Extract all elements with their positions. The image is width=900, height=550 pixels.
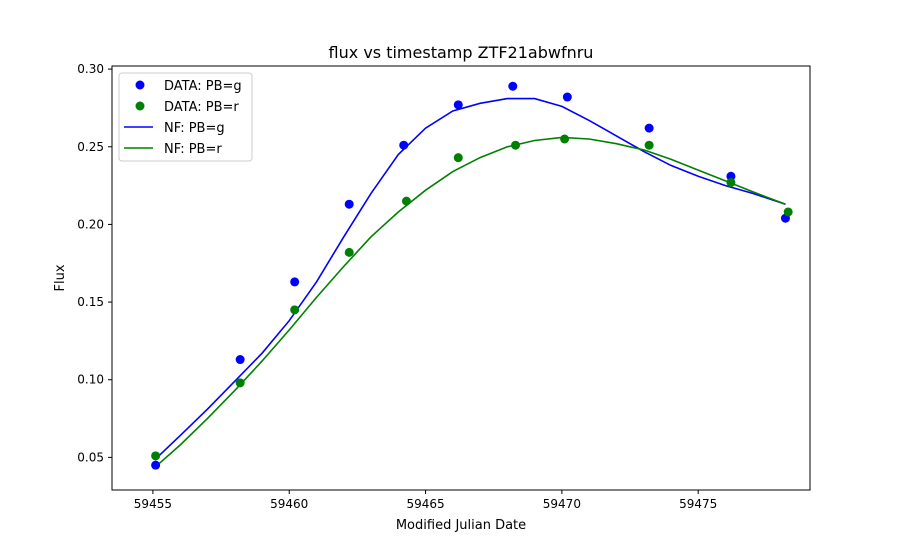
x-tick-label: 59460 [270, 497, 308, 511]
x-tick-label: 59465 [406, 497, 444, 511]
plot-area [151, 81, 793, 470]
data-point-series-0 [644, 123, 654, 133]
data-point-series-0 [399, 140, 409, 150]
x-axis: 59455 59460 59465 59470 59475 [134, 490, 717, 511]
data-point-series-0 [151, 460, 161, 470]
y-tick-label: 0.05 [77, 450, 104, 464]
y-axis: 0.05 0.10 0.15 0.20 0.25 0.30 [77, 62, 112, 464]
data-point-series-0 [235, 355, 245, 365]
data-point-series-1 [560, 134, 570, 144]
data-point-series-1 [151, 451, 161, 461]
y-tick-label: 0.10 [77, 373, 104, 387]
legend: DATA: PB=g DATA: PB=r NF: PB=g NF: PB=r [118, 72, 253, 162]
data-point-series-1 [783, 207, 793, 217]
x-tick-label: 59470 [543, 497, 581, 511]
legend-label: NF: PB=g [164, 121, 225, 136]
legend-box [118, 72, 253, 162]
data-point-series-0 [562, 92, 572, 102]
chart-title: flux vs timestamp ZTF21abwfnru [329, 43, 594, 62]
y-tick-label: 0.30 [77, 62, 104, 76]
legend-label: NF: PB=r [164, 142, 222, 157]
data-point-series-1 [290, 305, 300, 315]
data-point-series-1 [726, 177, 736, 187]
data-point-series-1 [644, 140, 654, 150]
x-tick-label: 59455 [134, 497, 172, 511]
data-point-series-1 [344, 247, 354, 257]
x-tick-label: 59475 [679, 497, 717, 511]
plot-frame [111, 65, 811, 491]
data-point-series-1 [511, 140, 521, 150]
legend-label: DATA: PB=g [164, 79, 242, 94]
data-point-series-1 [401, 196, 411, 206]
legend-label: DATA: PB=r [164, 100, 239, 115]
y-tick-label: 0.25 [77, 140, 104, 154]
y-tick-label: 0.20 [77, 217, 104, 231]
data-point-series-0 [344, 199, 354, 209]
y-axis-title: Flux [53, 264, 68, 291]
data-point-series-1 [453, 153, 463, 163]
series-line-3 [155, 136, 786, 468]
y-tick-label: 0.15 [77, 295, 104, 309]
series-line-2 [155, 97, 786, 460]
x-axis-title: Modified Julian Date [396, 518, 526, 533]
data-point-series-0 [726, 171, 736, 181]
data-point-series-0 [508, 81, 518, 91]
data-point-series-1 [235, 378, 245, 388]
data-point-series-0 [453, 100, 463, 110]
data-point-series-0 [290, 277, 300, 287]
legend-marker [135, 80, 145, 90]
legend-marker [135, 101, 145, 111]
